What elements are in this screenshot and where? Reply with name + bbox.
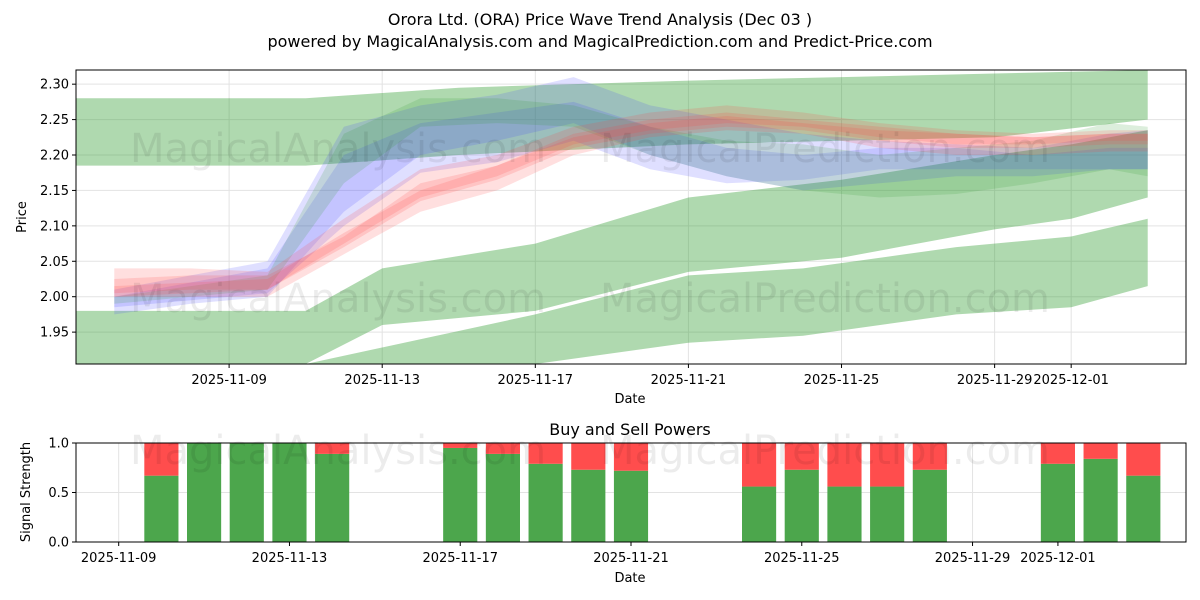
chart-title: Orora Ltd. (ORA) Price Wave Trend Analys… xyxy=(387,10,813,29)
sell-power-bar xyxy=(571,443,606,470)
green-wave-band xyxy=(76,218,1148,364)
buy-power-bar xyxy=(1126,475,1161,542)
buy-power-bar xyxy=(613,470,649,542)
watermark-prediction-bottom: MagicalPrediction.com xyxy=(600,428,1050,474)
watermark-prediction-top: MagicalPrediction.com xyxy=(600,126,1050,172)
green-wave-band xyxy=(76,70,1148,166)
sell-power-bar xyxy=(870,443,905,487)
buy-power-bar xyxy=(1083,458,1118,542)
watermark-analysis-bottom: MagicalAnalysis.com xyxy=(130,428,546,474)
sell-power-bar xyxy=(485,443,520,454)
red-wave-band xyxy=(114,116,1148,294)
powers-x-tick-label: 2025-11-17 xyxy=(422,551,498,566)
buy-power-bar xyxy=(1040,463,1075,542)
powers-title: Buy and Sell Powers xyxy=(549,420,711,439)
blue-wave-band xyxy=(114,77,1148,315)
powers-y-tick-label: 0.0 xyxy=(48,536,69,551)
red-wave-band xyxy=(114,105,1148,297)
price-y-tick-label: 2.10 xyxy=(40,219,69,234)
watermark-prediction-mid: MagicalPrediction.com xyxy=(600,276,1050,322)
price-y-tick-label: 2.00 xyxy=(40,290,69,305)
price-x-tick-label: 2025-11-17 xyxy=(498,373,574,388)
price-x-tick-label: 2025-11-13 xyxy=(344,373,420,388)
buy-power-bar xyxy=(528,463,563,542)
sell-power-bar xyxy=(1083,443,1118,459)
buy-power-bar xyxy=(571,469,606,542)
powers-x-axis-label: Date xyxy=(614,571,645,586)
price-y-tick-label: 2.15 xyxy=(40,184,69,199)
buy-power-bar xyxy=(443,447,478,542)
price-y-tick-label: 2.20 xyxy=(40,149,69,164)
buy-power-bar xyxy=(272,443,307,542)
buy-power-bar xyxy=(742,486,777,542)
sell-power-bar xyxy=(827,443,862,487)
buy-power-bar xyxy=(827,486,862,542)
price-y-tick-label: 1.95 xyxy=(40,326,69,341)
price-x-axis-label: Date xyxy=(614,392,645,407)
buy-power-bar xyxy=(870,486,905,542)
sell-power-bar xyxy=(144,443,179,476)
buy-power-bar xyxy=(784,469,819,542)
sell-power-bar xyxy=(1040,443,1075,464)
green-wave-band xyxy=(114,98,1148,304)
price-x-tick-label: 2025-12-01 xyxy=(1033,373,1109,388)
price-y-tick-label: 2.30 xyxy=(40,78,69,93)
powers-y-tick-label: 0.5 xyxy=(48,486,69,501)
sell-power-bar xyxy=(742,443,777,487)
powers-y-tick-label: 1.0 xyxy=(48,437,69,452)
price-x-tick-label: 2025-11-21 xyxy=(651,373,727,388)
powers-x-tick-label: 2025-11-29 xyxy=(935,551,1011,566)
buy-power-bar xyxy=(144,475,179,542)
green-wave-band xyxy=(76,130,1148,364)
sell-power-bar xyxy=(613,443,649,471)
watermark-analysis-mid: MagicalAnalysis.com xyxy=(130,276,546,322)
sell-power-bar xyxy=(784,443,819,470)
price-y-axis-label: Price xyxy=(15,201,30,233)
powers-x-tick-label: 2025-12-01 xyxy=(1020,551,1096,566)
watermark-analysis-top: MagicalAnalysis.com xyxy=(130,126,546,172)
price-y-tick-label: 2.05 xyxy=(40,255,69,270)
price-x-tick-label: 2025-11-29 xyxy=(957,373,1033,388)
buy-power-bar xyxy=(315,453,350,542)
price-y-tick-label: 2.25 xyxy=(40,113,69,128)
buy-power-bar xyxy=(187,443,222,542)
powers-y-axis-label: Signal Strength xyxy=(19,442,34,542)
sell-power-bar xyxy=(528,443,563,464)
blue-wave-band xyxy=(114,101,1148,308)
buy-power-bar xyxy=(229,443,264,542)
buy-power-bar xyxy=(912,469,947,542)
sell-power-bar xyxy=(443,443,478,448)
sell-power-bar xyxy=(315,443,350,454)
powers-x-tick-label: 2025-11-21 xyxy=(593,551,669,566)
chart-subtitle: powered by MagicalAnalysis.com and Magic… xyxy=(267,32,933,51)
powers-x-tick-label: 2025-11-13 xyxy=(252,551,328,566)
sell-power-bar xyxy=(1126,443,1161,476)
sell-power-bar xyxy=(912,443,947,470)
price-x-tick-label: 2025-11-09 xyxy=(191,373,267,388)
powers-x-tick-label: 2025-11-25 xyxy=(764,551,840,566)
price-axes-frame xyxy=(75,69,1187,365)
buy-power-bar xyxy=(485,453,520,542)
price-x-tick-label: 2025-11-25 xyxy=(804,373,880,388)
powers-x-tick-label: 2025-11-09 xyxy=(81,551,157,566)
